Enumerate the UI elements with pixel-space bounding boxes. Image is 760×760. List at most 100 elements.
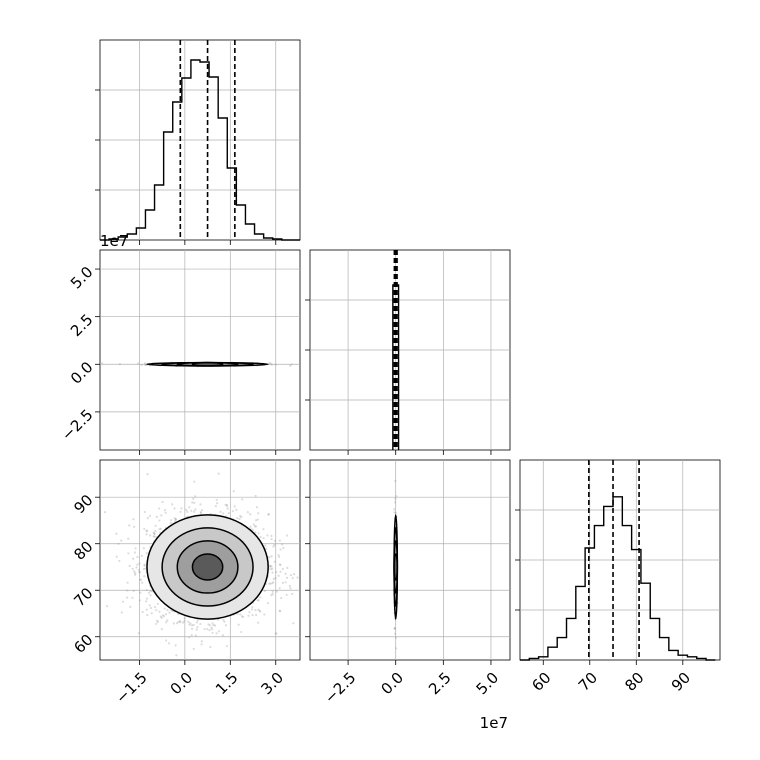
scatter-point	[284, 572, 287, 575]
scatter-point	[189, 671, 191, 673]
scatter-point	[284, 581, 287, 584]
scatter-point	[145, 552, 148, 555]
scatter-point	[393, 627, 396, 630]
scatter-point	[278, 587, 281, 590]
scatter-point	[279, 548, 282, 551]
scatter-point	[163, 509, 167, 512]
scatter-point	[279, 563, 282, 567]
scatter-point	[209, 645, 212, 649]
scatter-point	[161, 500, 164, 504]
scatter-point	[175, 654, 178, 657]
scatter-point	[289, 587, 292, 590]
scatter-point	[156, 620, 160, 623]
scatter-point	[155, 622, 158, 625]
scatter-point	[270, 594, 273, 597]
scatter-point	[129, 605, 132, 608]
scatter-point	[138, 562, 141, 565]
scatter-point	[171, 503, 174, 506]
scatter-point	[224, 503, 227, 506]
scatter-point	[166, 609, 169, 612]
scatter-point	[156, 602, 159, 606]
scatter-point	[263, 613, 266, 616]
scatter-point	[153, 532, 156, 536]
scatter-point	[133, 551, 137, 554]
scatter-point	[240, 630, 243, 634]
scatter-point	[126, 581, 129, 584]
scatter-point	[263, 589, 266, 593]
scatter-point	[115, 532, 118, 535]
scatter-point	[188, 506, 191, 509]
scatter-point	[395, 495, 398, 498]
scatter-point	[165, 621, 168, 624]
scatter-point	[118, 363, 121, 366]
scatter-point	[152, 531, 155, 534]
scatter-point	[139, 591, 142, 594]
scatter-point	[250, 608, 254, 611]
scatter-point	[137, 568, 141, 572]
scatter-point	[121, 600, 125, 603]
scatter-point	[139, 578, 143, 581]
scatter-point	[254, 608, 257, 612]
scatter-point	[226, 507, 229, 510]
scatter-point	[143, 362, 147, 365]
scatter-point	[222, 512, 225, 515]
scatter-point	[149, 590, 152, 593]
scatter-point	[268, 556, 271, 559]
scatter-point	[264, 544, 267, 547]
scatter-point	[290, 363, 293, 366]
scatter-point	[117, 542, 120, 545]
scatter-point	[257, 599, 260, 602]
scatter-point	[267, 513, 270, 516]
x-tick-label: 3.0	[257, 669, 287, 699]
scatter-point	[190, 624, 194, 627]
scatter-point	[199, 503, 202, 506]
scatter-point	[394, 479, 397, 483]
scatter-point	[128, 564, 131, 567]
scatter-point	[153, 535, 156, 538]
y-tick-label: 2.5	[67, 310, 97, 340]
scatter-point	[174, 644, 177, 647]
scatter-point	[262, 537, 265, 540]
scatter-point	[247, 614, 250, 617]
scatter-point	[179, 510, 182, 513]
scatter-point	[274, 577, 277, 580]
scatter-point	[148, 604, 151, 607]
scatter-point	[254, 525, 258, 528]
scatter-point	[144, 567, 147, 570]
scatter-point	[217, 630, 220, 633]
scatter-point	[274, 363, 277, 366]
scatter-point	[156, 619, 159, 622]
scatter-point	[270, 565, 273, 568]
scatter-point	[394, 636, 398, 639]
scatter-point	[153, 606, 157, 609]
scatter-point	[273, 539, 277, 543]
scatter-point	[193, 501, 196, 504]
scatter-point	[272, 581, 275, 584]
scatter-point	[158, 507, 161, 510]
x-tick-label: 1.5	[212, 669, 242, 699]
scatter-point	[393, 511, 396, 514]
scatter-point	[239, 514, 242, 518]
scatter-point	[163, 607, 166, 610]
scatter-point	[187, 620, 190, 623]
y-tick-label: 80	[70, 538, 96, 564]
scatter-point	[268, 565, 272, 568]
scatter-point	[281, 581, 285, 584]
scatter-point	[278, 563, 281, 566]
scatter-point	[296, 576, 299, 579]
scatter-point	[177, 620, 180, 624]
y-tick-label: 70	[70, 584, 96, 610]
scatter-point	[285, 593, 288, 596]
scatter-point	[239, 613, 242, 616]
scatter-point	[174, 518, 178, 521]
scatter-point	[189, 622, 192, 625]
scatter-point	[191, 501, 194, 504]
scatter-point	[145, 533, 148, 536]
scatter-point	[269, 564, 272, 567]
scatter-point	[146, 614, 149, 617]
scatter-point	[394, 497, 397, 500]
y-tick-label: 90	[70, 491, 96, 517]
x-tick-label: −2.5	[321, 669, 359, 707]
scatter-point	[138, 578, 142, 582]
